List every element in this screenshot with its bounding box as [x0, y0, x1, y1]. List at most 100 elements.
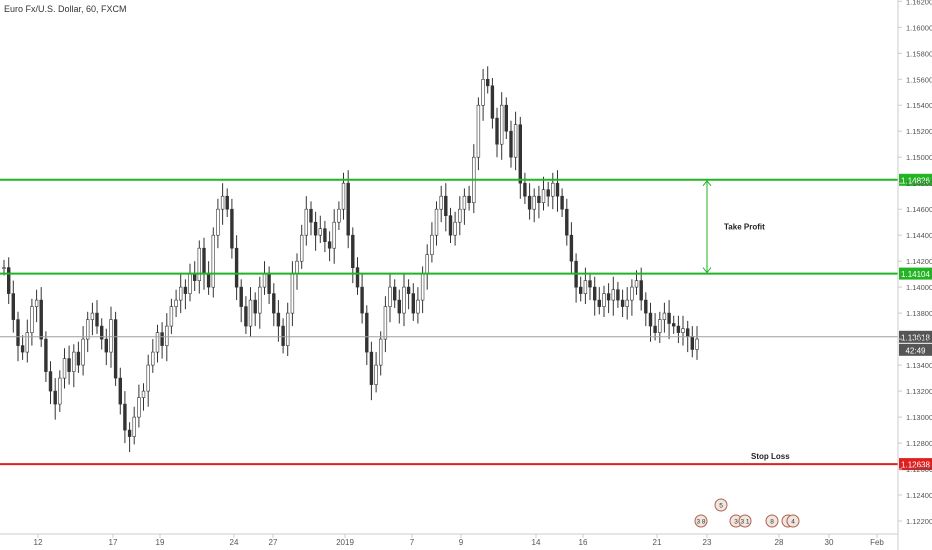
candle-body [127, 429, 132, 437]
candle-body [485, 79, 490, 87]
candle-body [611, 289, 616, 301]
candle-body [141, 390, 146, 398]
candle-body [411, 293, 415, 314]
candle-body [639, 280, 643, 301]
candle-body [206, 273, 211, 288]
candle-body [676, 325, 681, 333]
candle [248, 287, 253, 337]
candle [458, 196, 462, 236]
event-marker-icon [694, 514, 708, 528]
horizontal-lines: 1.14826 1.14104 1.13618 42:49 1.12638 [0, 173, 932, 471]
candle [30, 298, 34, 346]
candle-body [360, 286, 364, 314]
candle [123, 391, 127, 444]
candle-body [685, 328, 690, 337]
time-tick-label: 21 [653, 538, 662, 547]
candle-body [244, 306, 248, 327]
candle-body [662, 312, 667, 320]
candle [453, 211, 457, 246]
candle [588, 272, 592, 301]
candle-body [123, 403, 127, 431]
candle [532, 188, 536, 223]
candle-body [439, 195, 443, 210]
candle-body [234, 247, 239, 288]
price-tick-label: 1.12400 [906, 491, 932, 500]
candle-body [388, 286, 392, 307]
candle [546, 181, 550, 207]
candle-body [20, 345, 25, 353]
candle [76, 341, 81, 373]
candle-body [272, 293, 276, 314]
candle-body [671, 323, 676, 327]
stop-loss-label: Stop Loss [751, 452, 790, 461]
price-tick-label: 1.12600 [906, 465, 932, 474]
candle [141, 383, 146, 411]
candle-body [258, 286, 262, 314]
price-label-box [899, 267, 932, 280]
candle-body [81, 338, 85, 366]
price-tick-label: 1.13600 [906, 335, 932, 344]
candle-body [295, 260, 299, 275]
candle-body [109, 319, 113, 353]
price-tick-label: 1.15600 [906, 75, 932, 84]
candle-body [104, 338, 109, 353]
candle [602, 285, 606, 317]
candle [118, 367, 123, 415]
candle [244, 296, 248, 334]
candle [337, 201, 341, 230]
candle [541, 176, 546, 211]
candle-body [216, 208, 220, 236]
candle [472, 144, 476, 214]
candle-body [541, 189, 546, 203]
candle-body [44, 338, 48, 372]
candle [62, 348, 67, 389]
candle [202, 237, 206, 290]
price-tick-label: 1.13200 [906, 387, 932, 396]
candle [346, 170, 350, 249]
candle [267, 266, 271, 304]
candle-body [546, 189, 550, 197]
candle-body [648, 312, 653, 327]
candle-body [100, 325, 104, 340]
candle-body [532, 195, 536, 210]
candle [253, 292, 257, 327]
candle [504, 97, 508, 139]
candle [569, 222, 574, 275]
price-tick-label: 1.15400 [906, 101, 932, 110]
candle-body [402, 286, 406, 314]
candle [72, 344, 76, 388]
candle [611, 276, 616, 316]
candle [518, 116, 523, 199]
price-tick-label: 1.14800 [906, 179, 932, 188]
candle-body [588, 280, 592, 288]
event-marker-label: 5 [719, 503, 723, 510]
candle [676, 315, 681, 343]
candle-body [25, 332, 29, 353]
arrow-head-up [702, 179, 712, 187]
price-label: 1.13618 [901, 333, 930, 342]
time-tick-label: 16 [579, 538, 588, 547]
candle-body [76, 351, 81, 366]
candle-body [309, 208, 313, 223]
candle-body [53, 390, 57, 405]
candle [206, 261, 211, 295]
time-tick-label: 28 [775, 538, 784, 547]
candle [276, 300, 281, 342]
candle-body [165, 325, 169, 346]
candle-body [481, 79, 485, 106]
candle [365, 305, 369, 366]
candle [7, 257, 11, 304]
candle-body [369, 351, 374, 385]
price-tick-label: 1.13400 [906, 361, 932, 370]
candle [188, 263, 192, 302]
candle [406, 279, 411, 310]
candle-body [602, 293, 606, 307]
candle-body [174, 299, 178, 307]
candle-body [220, 195, 225, 210]
candle-body [695, 338, 699, 350]
candle-body [606, 293, 611, 301]
time-tick-label: 7 [410, 538, 415, 547]
candle [578, 276, 583, 302]
